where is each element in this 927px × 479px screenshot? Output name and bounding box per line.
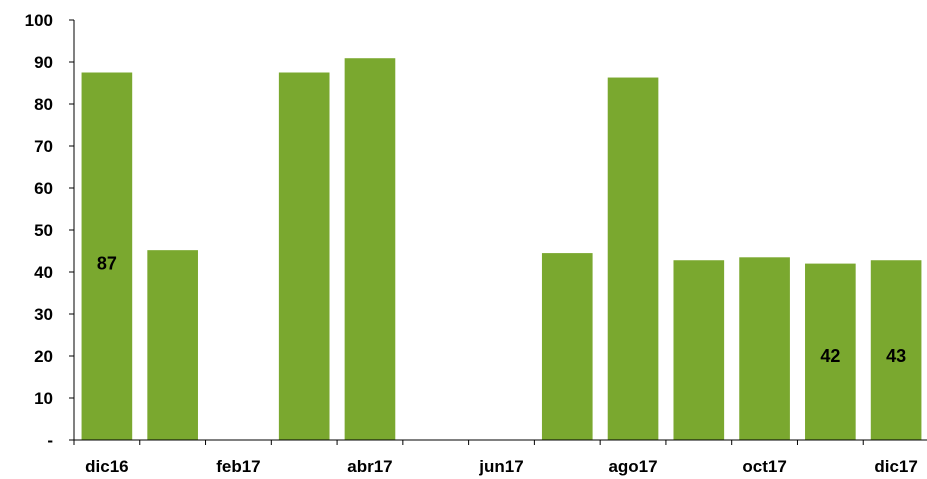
y-tick-label: 80 bbox=[34, 95, 53, 114]
axes-group: - 10 20 30 40 50 60 70 80 90 100 dic16 feb17 abr17 jun… bbox=[25, 11, 927, 476]
y-tick-label: 70 bbox=[34, 137, 53, 156]
labels-group: 87 42 43 bbox=[97, 254, 906, 366]
y-tick-label: 60 bbox=[34, 179, 53, 198]
x-tick-label: oct17 bbox=[742, 457, 786, 476]
bar-jul17 bbox=[541, 253, 593, 440]
y-tick-label: - bbox=[47, 431, 53, 450]
bar-dic16 bbox=[81, 72, 133, 440]
bars-group bbox=[81, 58, 922, 440]
x-tick-label: ago17 bbox=[608, 457, 657, 476]
bar-nov17 bbox=[805, 263, 856, 440]
x-tick-label: dic16 bbox=[85, 457, 128, 476]
bar-abr17 bbox=[344, 58, 396, 440]
y-tick-label: 10 bbox=[34, 389, 53, 408]
x-tick-label: feb17 bbox=[216, 457, 260, 476]
data-label: 42 bbox=[820, 346, 840, 366]
y-tick-label: 20 bbox=[34, 347, 53, 366]
bar-oct17 bbox=[739, 257, 790, 440]
bar-dic17 bbox=[870, 260, 922, 440]
x-tick-label: jun17 bbox=[478, 457, 523, 476]
data-label: 87 bbox=[97, 254, 117, 274]
bar-ene17 bbox=[147, 250, 198, 440]
bar-ago17 bbox=[607, 77, 659, 440]
y-tick-label: 100 bbox=[25, 11, 53, 30]
x-tick-label: abr17 bbox=[347, 457, 392, 476]
y-tick-label: 30 bbox=[34, 305, 53, 324]
data-label: 43 bbox=[886, 346, 906, 366]
bar-sep17 bbox=[673, 260, 725, 440]
y-tick-label: 40 bbox=[34, 263, 53, 282]
bar-mar17 bbox=[278, 72, 330, 440]
y-tick-label: 50 bbox=[34, 221, 53, 240]
y-tick-label: 90 bbox=[34, 53, 53, 72]
x-tick-label: dic17 bbox=[874, 457, 917, 476]
